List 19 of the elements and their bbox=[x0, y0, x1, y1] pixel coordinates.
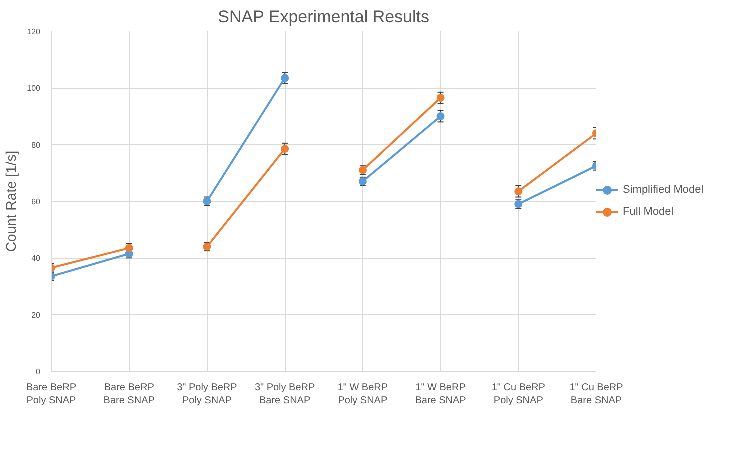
y-tick-label: 100 bbox=[27, 84, 42, 94]
y-tick-label: 0 bbox=[36, 368, 42, 376]
legend-label: Full Model bbox=[623, 206, 674, 218]
y-axis-title: Count Rate [1/s] bbox=[3, 150, 20, 252]
y-tick-label: 40 bbox=[32, 254, 42, 264]
x-tick-label: 3" Poly BeRP Bare SNAP bbox=[254, 382, 316, 407]
x-tick-label: 1" W BeRP Bare SNAP bbox=[415, 382, 467, 407]
y-tick-label: 20 bbox=[32, 310, 42, 320]
x-tick-label: 1" W BeRP Poly SNAP bbox=[338, 382, 388, 407]
x-tick-label: 1" Cu BeRP Poly SNAP bbox=[492, 382, 546, 407]
x-tick-label: 1" Cu BeRP Bare SNAP bbox=[570, 382, 624, 407]
x-tick-label: Bare BeRP Bare SNAP bbox=[104, 382, 156, 407]
x-tick-label: Bare BeRP Poly SNAP bbox=[26, 382, 77, 407]
x-tick-label: 3" Poly BeRP Poly SNAP bbox=[177, 382, 238, 407]
legend-label: Simplified Model bbox=[623, 184, 704, 196]
chart-title: SNAP Experimental Results bbox=[218, 8, 430, 26]
y-tick-label: 80 bbox=[32, 140, 42, 150]
y-tick-label: 120 bbox=[27, 28, 42, 36]
y-tick-label: 60 bbox=[32, 198, 42, 206]
